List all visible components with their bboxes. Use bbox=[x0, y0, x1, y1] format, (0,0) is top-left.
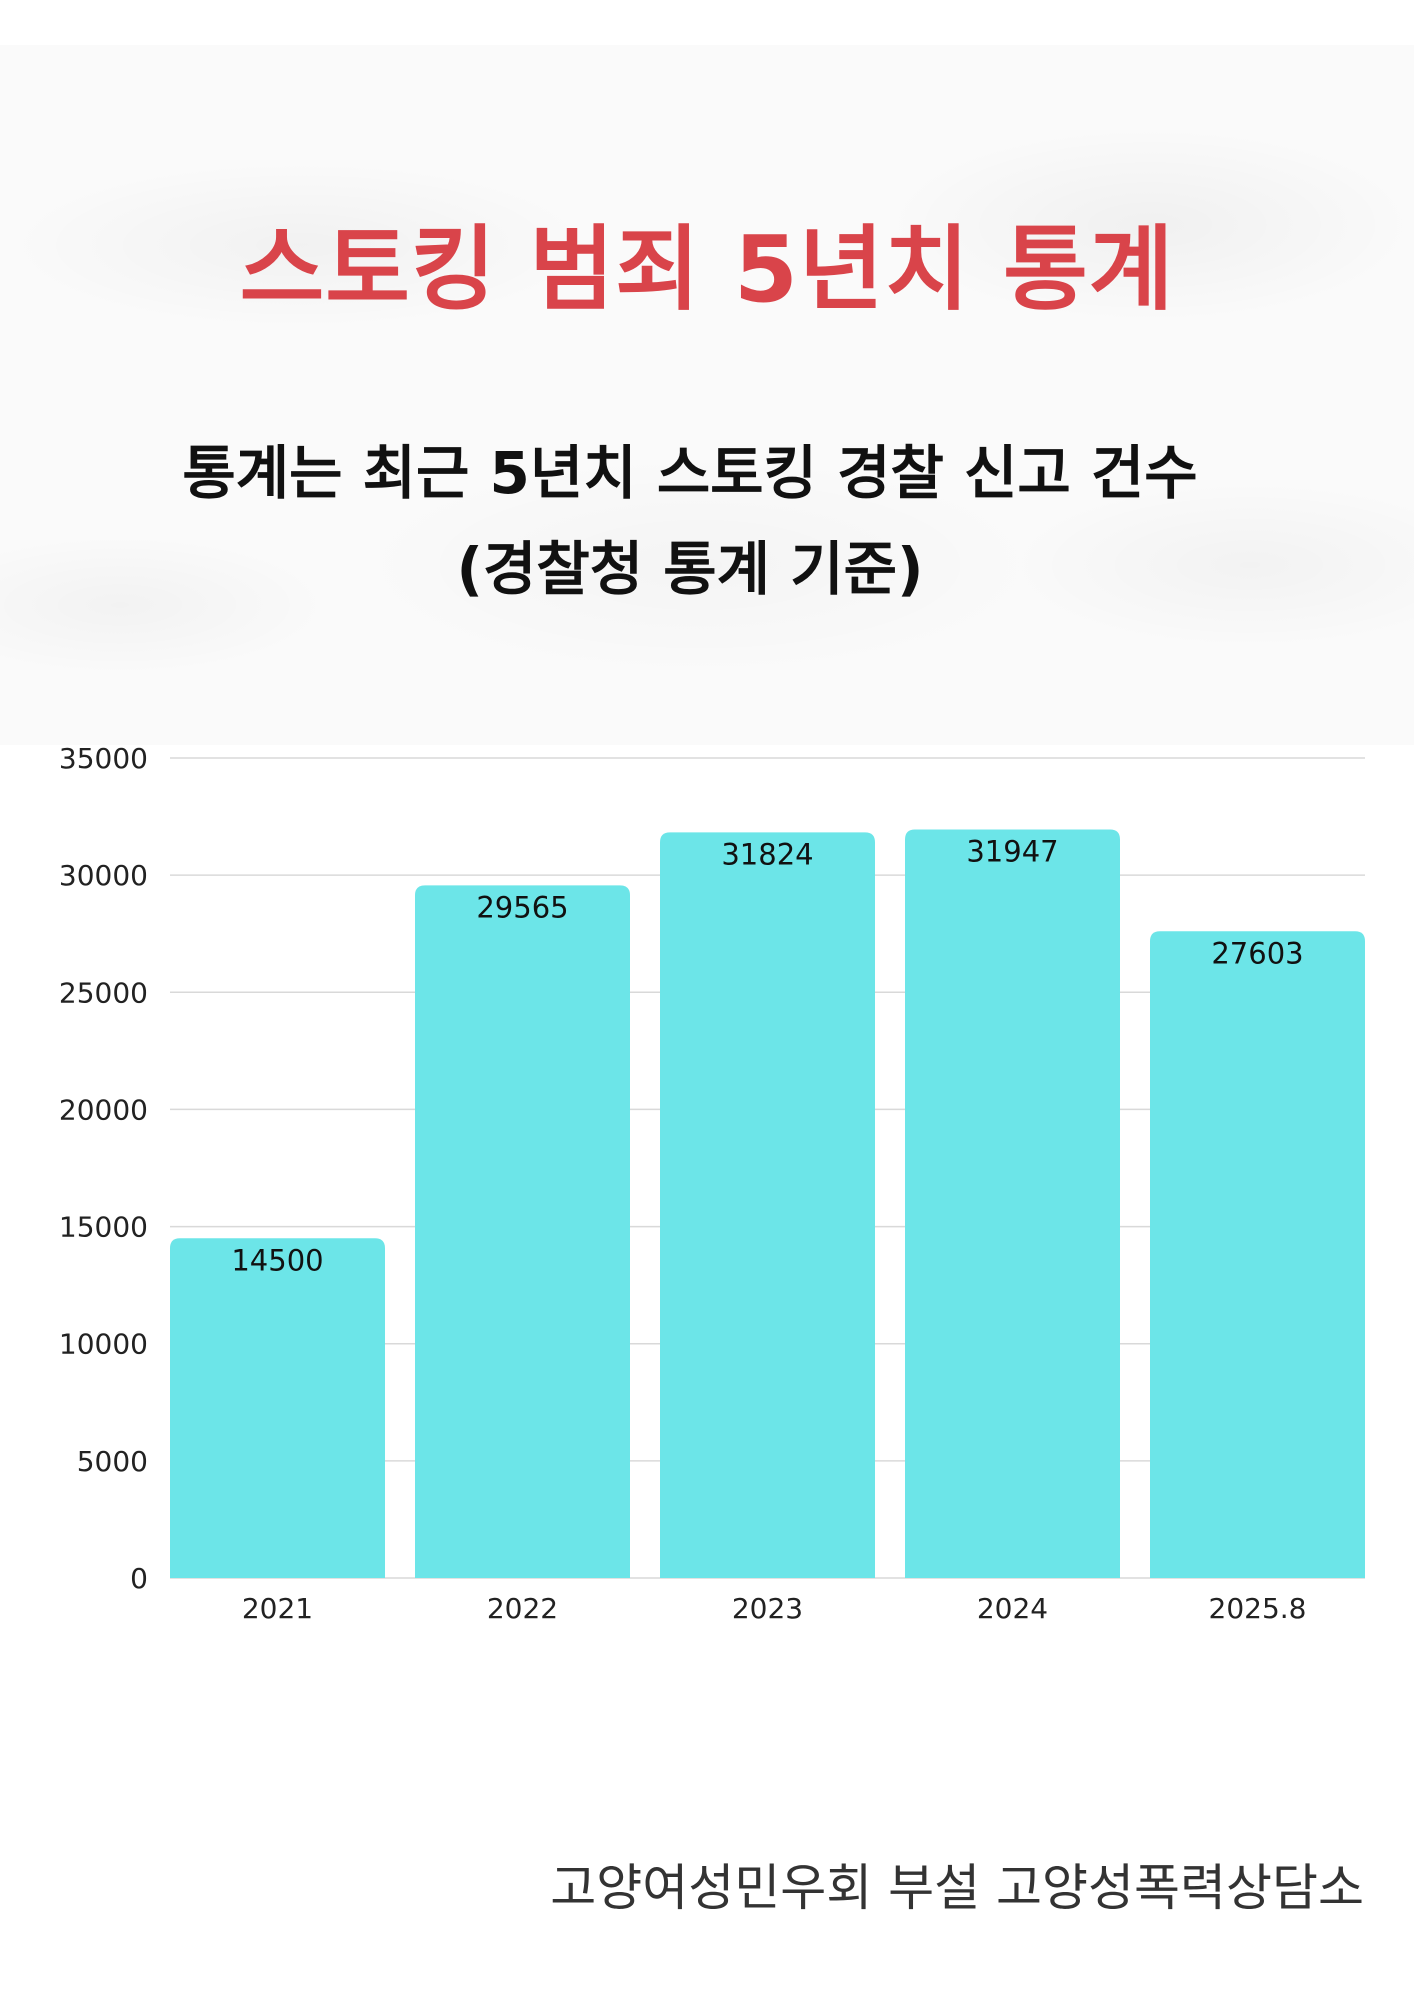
bar-value-label: 27603 bbox=[1211, 936, 1303, 970]
y-tick-label: 15000 bbox=[59, 1211, 148, 1244]
bar-2021 bbox=[170, 1238, 385, 1578]
x-tick-label: 2025.8 bbox=[1209, 1592, 1307, 1625]
y-tick-label: 20000 bbox=[59, 1093, 148, 1126]
bar-value-label: 31947 bbox=[966, 835, 1058, 869]
x-tick-label: 2022 bbox=[487, 1592, 558, 1625]
x-tick-label: 2024 bbox=[977, 1592, 1048, 1625]
bar-2024 bbox=[905, 829, 1120, 1578]
data-labels: 14500 29565 31824 31947 27603 bbox=[231, 835, 1303, 1278]
bar-chart: 0 5000 10000 15000 20000 25000 30000 35000 1450… bbox=[59, 742, 1365, 1625]
y-tick-label: 25000 bbox=[59, 976, 148, 1009]
y-axis-ticks: 0 5000 10000 15000 20000 25000 30000 35000 bbox=[59, 742, 148, 1595]
y-tick-label: 5000 bbox=[77, 1445, 148, 1478]
bar-value-label: 31824 bbox=[721, 837, 813, 871]
y-tick-label: 0 bbox=[130, 1562, 148, 1595]
y-tick-label: 10000 bbox=[59, 1328, 148, 1361]
chart-subtitle: 통계는 최근 5년치 스토킹 경찰 신고 건수 (경찰청 통계 기준) bbox=[60, 425, 1320, 617]
x-tick-label: 2023 bbox=[732, 1592, 803, 1625]
subtitle-line-2: (경찰청 통계 기준) bbox=[456, 535, 924, 603]
bar-2023 bbox=[660, 832, 875, 1578]
x-axis-ticks: 2021 2022 2023 2024 2025.8 bbox=[242, 1592, 1307, 1625]
bars bbox=[170, 829, 1365, 1578]
y-tick-label: 30000 bbox=[59, 859, 148, 892]
page-title: 스토킹 범죄 5년치 통계 bbox=[239, 216, 1175, 323]
bar-value-label: 29565 bbox=[476, 890, 568, 924]
x-tick-label: 2021 bbox=[242, 1592, 313, 1625]
y-tick-label: 35000 bbox=[59, 742, 148, 775]
background-texture bbox=[0, 45, 1414, 745]
bar-value-label: 14500 bbox=[231, 1243, 323, 1277]
bar-2022 bbox=[415, 885, 630, 1578]
bar-2025.8 bbox=[1150, 931, 1365, 1578]
footer-organization: 고양여성민우회 부설 고양성폭력상담소 bbox=[550, 1859, 1364, 1917]
subtitle-line-1: 통계는 최근 5년치 스토킹 경찰 신고 건수 bbox=[182, 439, 1198, 507]
